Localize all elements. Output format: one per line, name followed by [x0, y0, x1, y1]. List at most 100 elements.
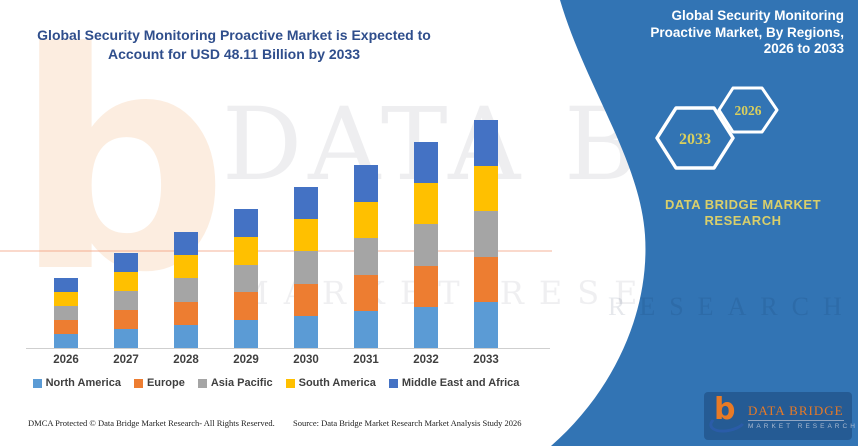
bar-segment-asia-pacific-2030	[294, 251, 318, 284]
bar-segment-south-america-2028	[174, 255, 198, 279]
bar-2033	[474, 120, 498, 348]
bar-segment-south-america-2026	[54, 292, 78, 306]
panel-title-line1: Global Security Monitoring	[671, 8, 844, 23]
bar-segment-middle-east-and-africa-2033	[474, 120, 498, 166]
legend-item-south-america: South America	[285, 377, 376, 389]
bar-segment-north-america-2026	[54, 334, 78, 348]
bar-segment-asia-pacific-2032	[414, 224, 438, 266]
bar-segment-south-america-2029	[234, 236, 258, 265]
x-tick-label-2033: 2033	[473, 354, 499, 366]
bar-segment-north-america-2027	[114, 329, 138, 348]
logo-text-block: DATA BRIDGE MARKET RESEARCH	[748, 403, 858, 430]
bar-segment-middle-east-and-africa-2029	[234, 209, 258, 237]
panel-brand-line2: RESEARCH	[704, 213, 782, 228]
legend-label-europe: Europe	[146, 377, 185, 389]
panel-title: Global Security Monitoring Proactive Mar…	[572, 8, 844, 58]
panel-brand-line1: DATA BRIDGE MARKET	[664, 197, 822, 212]
bar-segment-south-america-2027	[114, 272, 138, 291]
hexagon-2026	[717, 86, 779, 134]
bar-2028	[174, 232, 198, 348]
x-tick-label-2031: 2031	[353, 354, 379, 366]
bar-2032	[414, 142, 438, 348]
x-tick-label-2027: 2027	[113, 354, 139, 366]
bar-segment-south-america-2033	[474, 165, 498, 212]
footer-source-text: Source: Data Bridge Market Research Mark…	[293, 418, 522, 428]
bar-segment-north-america-2028	[174, 324, 198, 348]
bar-segment-middle-east-and-africa-2028	[174, 232, 198, 256]
bar-segment-middle-east-and-africa-2030	[294, 187, 318, 220]
bar-segment-asia-pacific-2033	[474, 211, 498, 257]
bar-segment-europe-2026	[54, 320, 78, 334]
bar-2026	[54, 278, 78, 348]
x-tick-label-2029: 2029	[233, 354, 259, 366]
legend-label-north-america: North America	[45, 377, 121, 389]
bar-segment-asia-pacific-2031	[354, 238, 378, 275]
bar-segment-south-america-2030	[294, 219, 318, 252]
logo-b-glyph: b	[714, 392, 736, 427]
bar-2027	[114, 253, 138, 348]
chart-title-line1: Global Security Monitoring Proactive Mar…	[37, 27, 431, 43]
legend-label-asia-pacific: Asia Pacific	[210, 377, 273, 389]
panel-title-line3: 2026 to 2033	[763, 41, 844, 56]
bar-segment-europe-2031	[354, 274, 378, 312]
legend-label-middle-east-and-africa: Middle East and Africa	[401, 377, 520, 389]
bar-2031	[354, 165, 378, 348]
bar-segment-europe-2033	[474, 256, 498, 303]
bar-segment-north-america-2031	[354, 311, 378, 348]
legend-item-asia-pacific: Asia Pacific	[197, 377, 273, 389]
legend-swatch-europe	[133, 378, 143, 388]
hexagon-2033	[655, 106, 735, 170]
legend-item-north-america: North America	[32, 377, 121, 389]
bar-segment-south-america-2031	[354, 201, 378, 239]
logo-sub-text: MARKET RESEARCH	[748, 422, 858, 430]
footer-dmca-text: DMCA Protected © Data Bridge Market Rese…	[28, 418, 275, 428]
chart-title: Global Security Monitoring Proactive Mar…	[8, 26, 460, 64]
legend-swatch-north-america	[32, 378, 42, 388]
company-logo: b DATA BRIDGE MARKET RESEARCH	[704, 392, 858, 440]
bar-segment-north-america-2030	[294, 315, 318, 348]
legend-item-middle-east-and-africa: Middle East and Africa	[388, 377, 520, 389]
bar-segment-north-america-2032	[414, 306, 438, 348]
chart-title-line2: Account for USD 48.11 Billion by 2033	[107, 46, 361, 62]
panel-watermark-text: RESEARCH	[608, 292, 856, 321]
legend-label-south-america: South America	[298, 377, 376, 389]
x-tick-label-2026: 2026	[53, 354, 79, 366]
logo-b-icon: b	[707, 392, 749, 436]
legend-swatch-middle-east-and-africa	[388, 378, 398, 388]
bar-segment-europe-2028	[174, 301, 198, 325]
panel-brand-name: DATA BRIDGE MARKET RESEARCH	[633, 197, 853, 229]
bar-segment-asia-pacific-2027	[114, 291, 138, 310]
bar-segment-asia-pacific-2026	[54, 306, 78, 320]
bar-segment-europe-2029	[234, 292, 258, 321]
right-panel-shape	[551, 0, 858, 446]
bar-segment-middle-east-and-africa-2027	[114, 253, 138, 272]
x-tick-label-2032: 2032	[413, 354, 439, 366]
bar-segment-middle-east-and-africa-2031	[354, 165, 378, 202]
logo-brand-text: DATA BRIDGE	[748, 403, 844, 421]
bar-segment-north-america-2029	[234, 320, 258, 348]
legend-item-europe: Europe	[133, 377, 185, 389]
hexagon-2026-label: 2026	[735, 103, 762, 118]
bar-segment-middle-east-and-africa-2032	[414, 142, 438, 184]
legend-swatch-asia-pacific	[197, 378, 207, 388]
bar-2030	[294, 187, 318, 348]
x-tick-label-2030: 2030	[293, 354, 319, 366]
bar-2029	[234, 209, 258, 348]
x-axis-line	[26, 348, 550, 349]
bar-segment-europe-2027	[114, 310, 138, 329]
chart-legend: North America Europe Asia Pacific South Ame…	[0, 377, 552, 389]
bar-segment-middle-east-and-africa-2026	[54, 278, 78, 292]
bar-segment-asia-pacific-2029	[234, 264, 258, 293]
bar-segment-europe-2030	[294, 283, 318, 316]
legend-swatch-south-america	[285, 378, 295, 388]
bar-segment-north-america-2033	[474, 302, 498, 348]
bar-segment-asia-pacific-2028	[174, 278, 198, 302]
x-tick-label-2028: 2028	[173, 354, 199, 366]
panel-title-line2: Proactive Market, By Regions,	[650, 24, 844, 40]
bar-segment-europe-2032	[414, 265, 438, 307]
hexagon-2033-label: 2033	[679, 131, 711, 148]
bar-segment-south-america-2032	[414, 183, 438, 225]
